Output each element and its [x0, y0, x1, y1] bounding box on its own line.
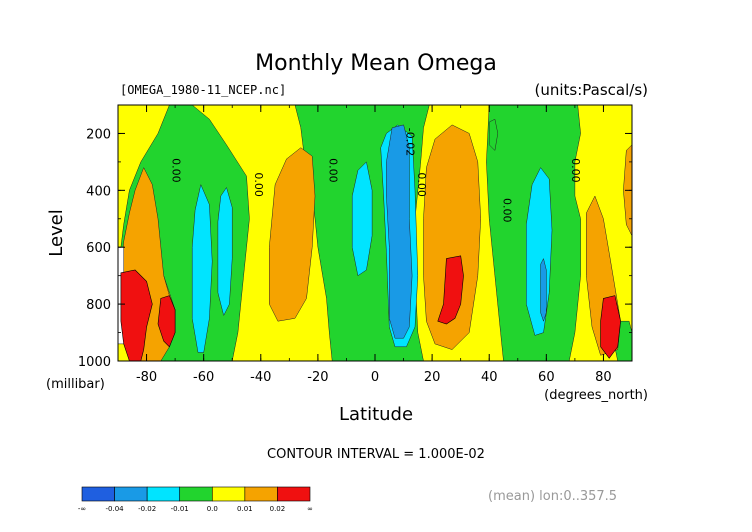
cyan-sh-2 — [217, 186, 233, 317]
legend-tick-6: 0.02 — [270, 505, 286, 513]
x-tick-label-3: -20 — [307, 370, 328, 385]
plot-area: 0.00 0.00 0.00 -0.02 0.00 0.00 0.00 — [117, 104, 633, 362]
contour-labels: 0.00 0.00 0.00 -0.02 0.00 0.00 0.00 — [169, 128, 582, 223]
y-axis-label: Level — [46, 209, 67, 257]
legend-swatch-3 — [179, 486, 213, 502]
legend-swatch-1 — [114, 486, 148, 502]
y-tick-label-4: 1000 — [78, 355, 111, 370]
y-tick-label-2: 600 — [86, 241, 111, 256]
cyan-sh-1 — [191, 183, 213, 353]
red-region-3 — [600, 295, 621, 359]
orange-mid-south — [269, 147, 316, 322]
contour-fields — [117, 104, 633, 362]
x-tick-label-7: 60 — [538, 370, 555, 385]
y-tick-label-0: 200 — [86, 127, 111, 142]
contour-label-0: 0.00 — [169, 158, 182, 183]
red-contour-regions — [120, 255, 621, 362]
legend-swatch-5 — [244, 486, 278, 502]
contour-label-5: 0.00 — [501, 198, 514, 223]
y-tick-label-1: 400 — [86, 184, 111, 199]
x-tick-label-0: -80 — [136, 370, 157, 385]
blue-sliver — [540, 257, 547, 322]
x-tick-label-2: -40 — [250, 370, 271, 385]
contour-label-2: 0.00 — [326, 158, 339, 183]
contour-label-1: 0.00 — [252, 172, 265, 197]
green-band-sh — [120, 104, 250, 362]
x-tick-label-1: -60 — [193, 370, 214, 385]
legend-tick-1: -0.04 — [106, 505, 125, 513]
mean-text: (mean) lon:0..357.5 — [488, 489, 617, 504]
blue-nh — [386, 124, 413, 339]
x-tick-label-4: 0 — [371, 370, 379, 385]
y-tick-label-3: 800 — [86, 298, 111, 313]
y-axis: 200 400 600 800 1000 — [78, 104, 632, 370]
contour-label-3: -0.02 — [403, 128, 416, 156]
contour-label-6: 0.00 — [569, 158, 582, 183]
legend-swatch-0 — [81, 486, 115, 502]
x-axis: -80 -60 -40 -20 0 20 40 60 80 — [117, 105, 633, 385]
green-speck-top — [488, 118, 499, 152]
y-unit-label: (millibar) — [46, 377, 105, 392]
contour-interval-text: CONTOUR INTERVAL = 1.000E-02 — [267, 447, 485, 462]
x-tick-label-8: 80 — [595, 370, 612, 385]
x-tick-label-6: 40 — [481, 370, 498, 385]
legend-tick-7: ∞ — [307, 505, 313, 513]
units-label: (units:Pascal/s) — [535, 81, 649, 99]
x-tick-label-5: 20 — [424, 370, 441, 385]
chart-title: Monthly Mean Omega — [255, 51, 497, 76]
contour-label-4: 0.00 — [415, 172, 428, 197]
legend-tick-3: -0.01 — [171, 505, 189, 513]
legend-swatch-6 — [277, 486, 311, 502]
legend-swatch-4 — [211, 486, 246, 502]
color-legend: -∞ -0.04 -0.02 -0.01 0.0 0.01 0.02 ∞ — [78, 486, 313, 513]
red-region-2 — [437, 255, 464, 325]
x-axis-label: Latitude — [339, 404, 413, 425]
red-region-0 — [120, 269, 153, 362]
legend-tick-5: 0.01 — [237, 505, 253, 513]
file-label: [OMEGA_1980-11_NCEP.nc] — [120, 83, 286, 97]
red-region-1 — [157, 295, 176, 348]
legend-swatch-2 — [146, 486, 181, 502]
legend-tick-2: -0.02 — [138, 505, 156, 513]
x-unit-label: (degrees_north) — [544, 388, 648, 403]
cyan-center — [351, 161, 373, 277]
legend-tick-0: -∞ — [78, 505, 86, 513]
legend-tick-4: 0.0 — [207, 505, 218, 513]
orange-nh — [423, 124, 481, 350]
